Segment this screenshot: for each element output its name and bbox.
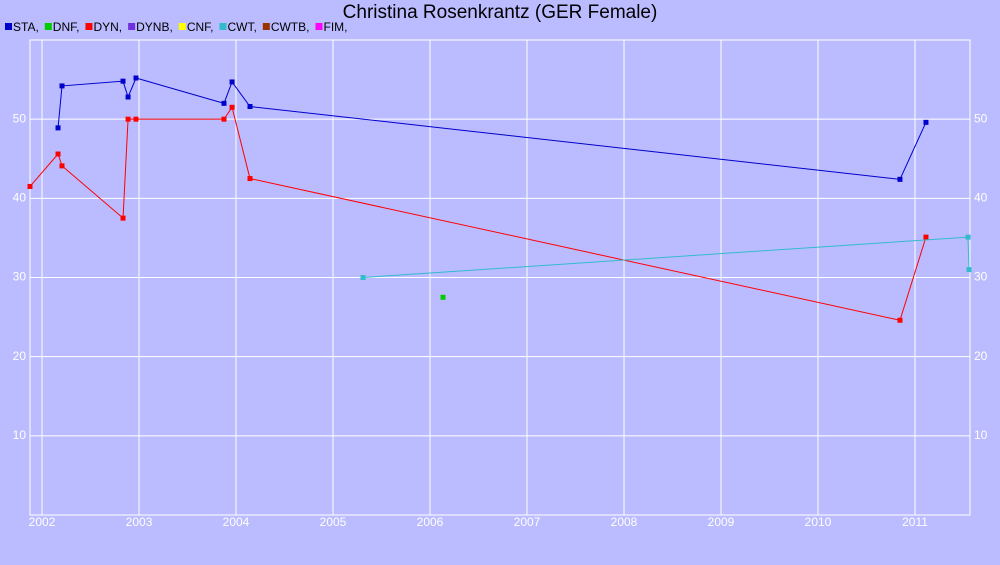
data-point: [229, 104, 235, 110]
x-tick-label: 2011: [902, 515, 928, 529]
legend-label: CWT,: [227, 20, 256, 34]
x-tick-label: 2002: [29, 515, 56, 529]
data-point: [120, 215, 126, 221]
legend-swatch: [44, 23, 52, 30]
x-tick-label: 2006: [417, 515, 444, 529]
data-point: [360, 275, 366, 280]
y-tick-label: 20: [13, 349, 27, 363]
legend-label: CNF,: [187, 20, 214, 34]
data-point: [923, 119, 929, 125]
legend-label: DYN,: [93, 20, 122, 34]
data-point: [229, 79, 235, 85]
y2-tick-label: 20: [974, 349, 988, 363]
legend-label: CWTB,: [271, 20, 310, 34]
legend-swatch: [5, 23, 12, 30]
data-point: [965, 234, 971, 240]
plot-frame: [29, 39, 971, 516]
data-point: [440, 294, 446, 300]
y2-tick-label: 30: [974, 270, 988, 284]
data-point: [897, 317, 903, 323]
data-point: [120, 78, 126, 84]
legend-label: DNF,: [53, 20, 80, 34]
data-point: [247, 104, 253, 109]
y2-tick-label: 50: [974, 111, 988, 125]
legend-label: FIM,: [323, 20, 347, 34]
data-point: [59, 163, 65, 169]
y2-tick-label: 40: [974, 191, 988, 205]
legend-swatch: [262, 23, 270, 30]
x-tick-label: 2004: [223, 515, 250, 529]
y-tick-label: 30: [13, 270, 27, 284]
data-point: [55, 125, 61, 131]
data-point: [27, 183, 33, 189]
y-tick-label: 40: [13, 191, 27, 205]
legend-label: DYNB,: [136, 20, 173, 34]
data-point: [923, 234, 929, 240]
x-tick-label: 2008: [611, 515, 638, 529]
data-point: [247, 176, 253, 182]
legend-swatch: [178, 23, 186, 30]
x-tick-label: 2007: [514, 515, 541, 529]
data-point: [59, 83, 65, 89]
data-point: [897, 176, 903, 182]
data-point: [221, 100, 227, 106]
legend-swatch: [315, 23, 323, 30]
x-tick-label: 2003: [126, 515, 153, 529]
y-tick-label: 10: [13, 428, 27, 442]
series-line: [57, 77, 927, 180]
legend-swatch: [128, 23, 136, 30]
data-point: [966, 267, 972, 273]
data-point: [221, 116, 227, 122]
legend-label: STA,: [13, 20, 39, 34]
chart-title: Christina Rosenkrantz (GER Female): [343, 2, 658, 23]
data-point: [125, 94, 131, 100]
data-point: [133, 75, 139, 81]
data-point: [125, 116, 131, 122]
y-tick-label: 50: [13, 111, 27, 125]
data-point: [133, 116, 139, 122]
x-tick-label: 2009: [708, 515, 735, 529]
x-tick-label: 2010: [805, 515, 832, 529]
legend-swatch: [219, 23, 227, 30]
y2-tick-label: 10: [974, 428, 988, 442]
x-tick-label: 2005: [320, 515, 347, 529]
data-point: [55, 151, 61, 157]
legend-swatch: [85, 23, 93, 30]
